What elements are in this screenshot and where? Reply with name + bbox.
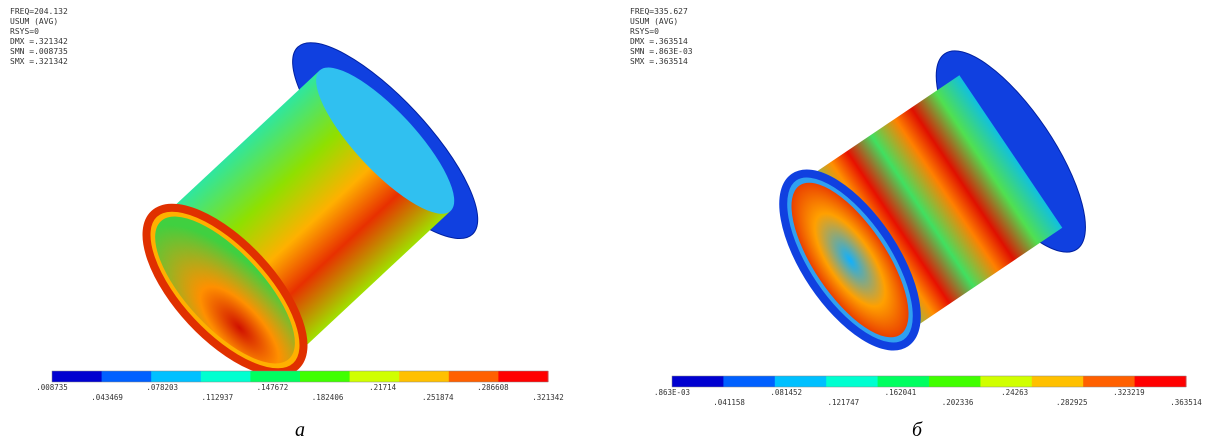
legend-swatch [1032,376,1084,387]
legend-swatch [723,376,775,387]
info-line: DMX =.321342 [10,37,68,46]
legend-label: .863E-03 [654,388,690,397]
legend-label: .21714 [369,383,397,392]
info-line: USUM (AVG) [10,17,58,26]
legend-label: .182406 [312,393,344,402]
legend-swatch [498,371,548,382]
legend-swatch [449,371,499,382]
legend-swatch [250,371,300,382]
info-line: SMX =.363514 [630,57,688,66]
model-b [748,30,1112,382]
caption: а [295,419,305,441]
legend-swatch [878,376,930,387]
legend-label: .282925 [1056,398,1088,407]
legend-swatch [672,376,724,387]
legend-label: .081452 [770,388,802,397]
legend-label: .043469 [91,393,123,402]
legend-swatch [1135,376,1187,387]
legend-swatch [151,371,201,382]
legend-label: .162041 [885,388,917,397]
legend-label: .121747 [828,398,860,407]
info-line: RSYS=0 [630,27,659,36]
info-line: SMX =.321342 [10,57,68,66]
legend-swatch [775,376,827,387]
legend-label: .008735 [36,383,68,392]
info-line: SMN =.863E-03 [630,47,693,56]
legend-swatch [399,371,449,382]
figure: FREQ=204.132USUM (AVG)RSYS=0DMX =.321342… [0,0,1229,441]
legend-swatch [201,371,251,382]
model-a [104,18,503,415]
legend-label: .321342 [532,393,564,402]
legend-swatch [102,371,152,382]
info-line: FREQ=204.132 [10,7,68,16]
info-line: RSYS=0 [10,27,39,36]
legend-swatch [929,376,981,387]
legend-label: .112937 [202,393,234,402]
legend-swatch [826,376,878,387]
legend-label: .286608 [477,383,509,392]
info-line: USUM (AVG) [630,17,678,26]
legend-label: .323219 [1113,388,1145,397]
info-line: DMX =.363514 [630,37,688,46]
caption: б [912,419,923,441]
info-line: FREQ=335.627 [630,7,688,16]
legend-label: .24263 [1001,388,1028,397]
legend-label: .251874 [422,393,454,402]
legend-swatch [300,371,350,382]
legend-swatch [350,371,400,382]
legend-swatch [52,371,102,382]
legend-swatch [1083,376,1135,387]
legend-label: .041158 [713,398,745,407]
legend-label: .202336 [942,398,974,407]
legend-label: .363514 [1170,398,1202,407]
legend-label: .147672 [257,383,289,392]
legend-swatch [980,376,1032,387]
info-line: SMN =.008735 [10,47,68,56]
legend-label: .078203 [146,383,178,392]
